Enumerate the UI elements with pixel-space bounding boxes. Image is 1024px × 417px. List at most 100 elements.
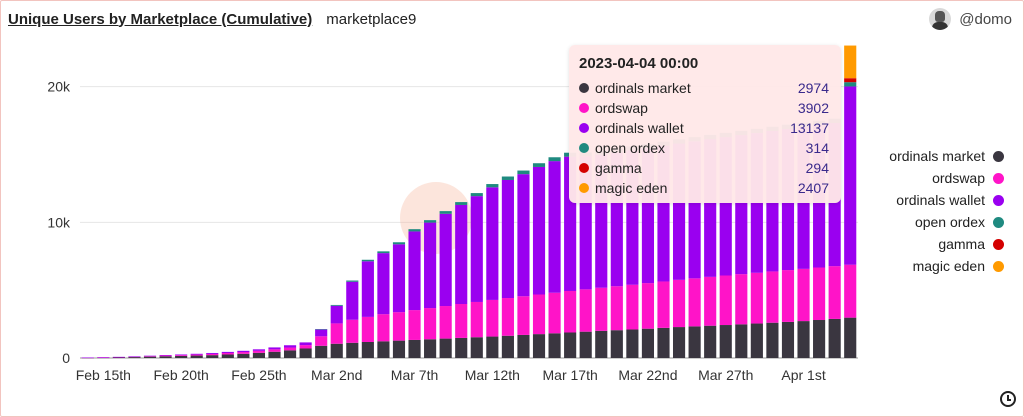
bar-segment[interactable]	[548, 157, 561, 162]
bar-segment[interactable]	[548, 161, 561, 293]
bar-segment[interactable]	[750, 272, 763, 324]
bar-segment[interactable]	[439, 306, 452, 339]
bar-segment[interactable]	[299, 345, 312, 349]
bar-segment[interactable]	[206, 355, 219, 358]
bar-segment[interactable]	[128, 356, 141, 357]
bar-segment[interactable]	[221, 351, 234, 353]
bar-segment[interactable]	[532, 334, 546, 358]
bar-segment[interactable]	[486, 187, 499, 300]
bar-segment[interactable]	[532, 163, 546, 167]
bar-segment[interactable]	[143, 356, 157, 358]
bar-segment[interactable]	[424, 339, 437, 358]
bar-segment[interactable]	[190, 354, 203, 356]
bar-segment[interactable]	[486, 184, 499, 188]
bar-segment[interactable]	[657, 327, 670, 358]
legend-item[interactable]: open ordex	[854, 211, 1004, 233]
bar-segment[interactable]	[252, 350, 266, 353]
bar-segment[interactable]	[237, 352, 250, 354]
bar-segment[interactable]	[159, 355, 172, 356]
bar-segment[interactable]	[595, 287, 608, 331]
bar-segment[interactable]	[548, 292, 561, 334]
bar-segment[interactable]	[190, 353, 203, 355]
bar-segment[interactable]	[626, 329, 639, 358]
bar-segment[interactable]	[299, 342, 312, 346]
bar-segment[interactable]	[424, 220, 437, 223]
bar-segment[interactable]	[346, 280, 359, 282]
bar-segment[interactable]	[408, 231, 421, 311]
bar-segment[interactable]	[315, 329, 328, 330]
bar-segment[interactable]	[128, 356, 141, 358]
bar-segment[interactable]	[844, 86, 857, 265]
bar-segment[interactable]	[424, 222, 437, 309]
bar-segment[interactable]	[486, 299, 499, 337]
bar-segment[interactable]	[346, 281, 359, 320]
bar-segment[interactable]	[844, 317, 857, 358]
bar-segment[interactable]	[688, 326, 701, 358]
bar-segment[interactable]	[501, 179, 514, 299]
clock-icon[interactable]	[1000, 391, 1016, 407]
user-badge[interactable]: @domo	[929, 8, 1012, 30]
bar-segment[interactable]	[252, 349, 266, 351]
bar-segment[interactable]	[517, 296, 530, 335]
legend-item[interactable]: ordinals market	[854, 145, 1004, 167]
bar-segment[interactable]	[408, 310, 421, 340]
bar-segment[interactable]	[299, 348, 312, 359]
bar-segment[interactable]	[844, 264, 857, 318]
bar-segment[interactable]	[517, 174, 530, 297]
bar-segment[interactable]	[610, 330, 623, 358]
bar-segment[interactable]	[501, 335, 514, 358]
bar-segment[interactable]	[750, 323, 763, 358]
bar-segment[interactable]	[579, 289, 592, 332]
bar-segment[interactable]	[361, 316, 374, 342]
bar-segment[interactable]	[206, 352, 219, 354]
bar-segment[interactable]	[159, 356, 172, 358]
bar-segment[interactable]	[564, 332, 577, 358]
bar-segment[interactable]	[564, 290, 577, 333]
bar-segment[interactable]	[455, 337, 468, 358]
bar-segment[interactable]	[813, 267, 826, 321]
bar-segment[interactable]	[221, 354, 234, 358]
bar-segment[interactable]	[175, 354, 188, 356]
bar-segment[interactable]	[704, 276, 717, 326]
bar-segment[interactable]	[408, 339, 421, 358]
bar-segment[interactable]	[97, 357, 110, 358]
bar-segment[interactable]	[610, 286, 623, 331]
bar-segment[interactable]	[517, 170, 530, 175]
bar-segment[interactable]	[844, 45, 857, 79]
bar-segment[interactable]	[283, 347, 297, 351]
bar-segment[interactable]	[221, 352, 234, 355]
bar-segment[interactable]	[112, 356, 125, 358]
bar-segment[interactable]	[719, 325, 732, 358]
bar-segment[interactable]	[501, 176, 514, 180]
bar-segment[interactable]	[470, 193, 483, 197]
bar-segment[interactable]	[112, 357, 125, 358]
bar-segment[interactable]	[844, 78, 857, 83]
bar-segment[interactable]	[330, 304, 343, 306]
bar-segment[interactable]	[828, 318, 841, 358]
bar-segment[interactable]	[190, 355, 203, 358]
bar-segment[interactable]	[268, 351, 281, 358]
bar-segment[interactable]	[128, 357, 141, 358]
bar-segment[interactable]	[159, 355, 172, 357]
legend-item[interactable]: gamma	[854, 233, 1004, 255]
bar-segment[interactable]	[268, 347, 281, 350]
bar-segment[interactable]	[252, 352, 266, 358]
bar-segment[interactable]	[283, 350, 297, 358]
bar-segment[interactable]	[268, 349, 281, 352]
bar-segment[interactable]	[844, 82, 857, 87]
bar-segment[interactable]	[735, 324, 748, 358]
bar-segment[interactable]	[641, 283, 655, 329]
chart-title-link[interactable]: Unique Users by Marketplace (Cumulative)	[8, 10, 313, 28]
bar-segment[interactable]	[315, 345, 328, 358]
bar-segment[interactable]	[532, 166, 546, 295]
bar-segment[interactable]	[766, 271, 779, 323]
bar-segment[interactable]	[595, 330, 608, 358]
bar-segment[interactable]	[377, 341, 390, 358]
bar-segment[interactable]	[377, 253, 390, 315]
bar-segment[interactable]	[439, 338, 452, 358]
bar-segment[interactable]	[392, 242, 406, 245]
bar-segment[interactable]	[828, 266, 841, 319]
bar-segment[interactable]	[455, 204, 468, 304]
bar-segment[interactable]	[346, 319, 359, 343]
bar-segment[interactable]	[455, 202, 468, 205]
